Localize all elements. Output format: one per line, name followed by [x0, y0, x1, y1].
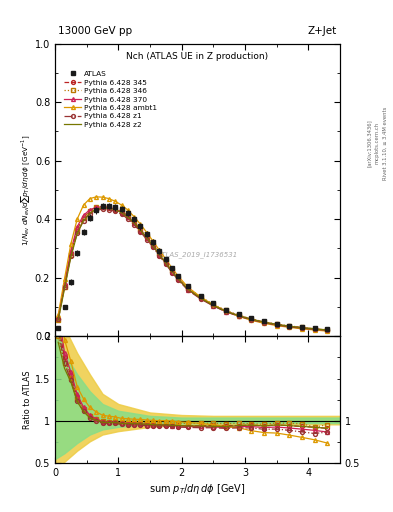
Text: Nch (ATLAS UE in Z production): Nch (ATLAS UE in Z production) — [127, 52, 268, 61]
Text: Rivet 3.1.10, ≥ 3.4M events: Rivet 3.1.10, ≥ 3.4M events — [383, 106, 387, 180]
Text: [arXiv:1306.3436]: [arXiv:1306.3436] — [367, 119, 372, 167]
Text: Z+Jet: Z+Jet — [308, 26, 337, 36]
Text: 13000 GeV pp: 13000 GeV pp — [58, 26, 132, 36]
Y-axis label: $1/N_{ev}\ dN_{ev}/d\!\sum\!p_T/d\eta\,d\phi\ [\mathrm{GeV}^{-1}]$: $1/N_{ev}\ dN_{ev}/d\!\sum\!p_T/d\eta\,d… — [19, 134, 32, 246]
Y-axis label: Ratio to ATLAS: Ratio to ATLAS — [23, 371, 32, 429]
Text: ATLAS_2019_I1736531: ATLAS_2019_I1736531 — [157, 251, 238, 258]
Text: mcplots.cern.ch: mcplots.cern.ch — [375, 122, 380, 164]
X-axis label: sum $p_T/d\eta\,d\phi$ [GeV]: sum $p_T/d\eta\,d\phi$ [GeV] — [149, 482, 246, 497]
Legend: ATLAS, Pythia 6.428 345, Pythia 6.428 346, Pythia 6.428 370, Pythia 6.428 ambt1,: ATLAS, Pythia 6.428 345, Pythia 6.428 34… — [62, 68, 160, 131]
